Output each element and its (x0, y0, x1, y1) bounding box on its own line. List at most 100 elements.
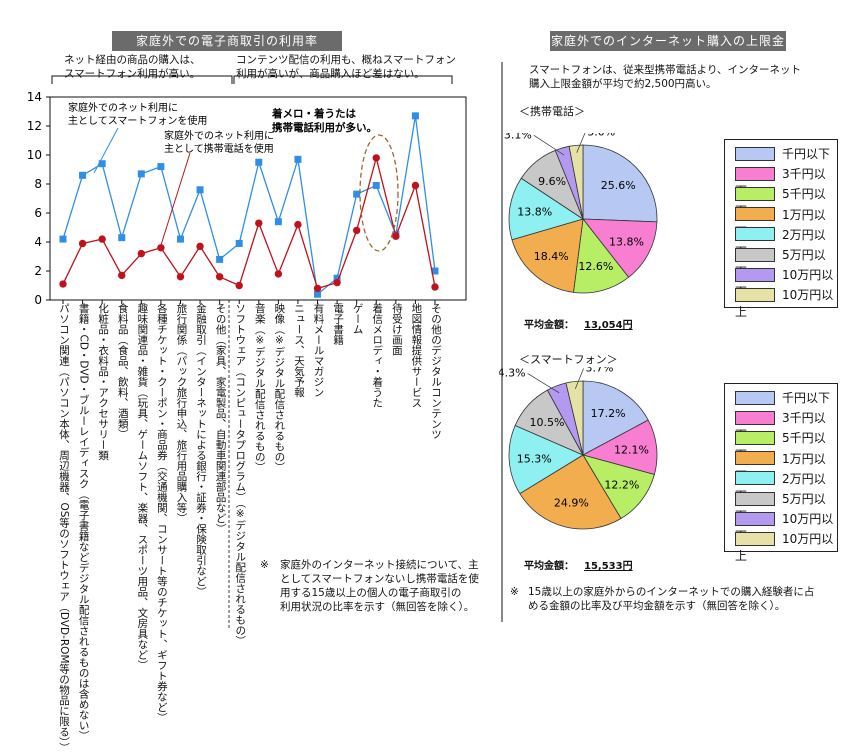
pie-chart-smartphone: 17.2% 12.1% 12.2% 24.9% 15.3% 10.5% 4.3% 3.7% (499, 367, 658, 530)
data-point-smartphone (157, 163, 165, 171)
data-point-smartphone (294, 155, 302, 163)
data-point-smartphone (235, 239, 243, 247)
pie1-average: 平均金額： 13,054円 (524, 316, 633, 331)
left-footnote-mark: ※ (260, 559, 269, 571)
data-point-feature-phone (274, 270, 283, 278)
pie-leader (527, 373, 560, 394)
legend-swatch (735, 491, 775, 506)
data-point-feature-phone (137, 249, 146, 258)
pie-label: 10.5% (529, 416, 564, 429)
data-point-smartphone (431, 267, 439, 275)
pie-leader (533, 135, 565, 156)
legend-item: 10万円以下 (735, 510, 837, 543)
data-point-smartphone (314, 290, 322, 298)
data-point-feature-phone (78, 239, 87, 248)
pie-chart-feature-phone: 25.6% 13.8% 12.6% 18.4% 13.8% 9.6% 3.1% 3.0% (504, 133, 658, 294)
legend-swatch (735, 207, 775, 222)
legend-item: 5万円以下 (735, 246, 837, 279)
series-line-smartphone (62, 115, 436, 296)
data-point-smartphone (196, 186, 204, 194)
legend-label: 10万円以上 (735, 288, 834, 320)
legend-item: 千円以下 (735, 145, 830, 161)
data-point-feature-phone (372, 154, 380, 162)
x-tick-label: 書籍・CD・DVD・ブルーレイディスク（電子書籍などデジタル配信されるものは含め… (77, 303, 90, 741)
legend-swatch (735, 146, 775, 161)
left-footnote-text: 家庭外のインターネット接続について、主 としてスマートフォンないし携帯電話を使 … (280, 559, 479, 613)
pie-leader (574, 368, 584, 389)
data-point-smartphone (411, 112, 419, 120)
pie-label: 17.2% (591, 407, 626, 420)
data-point-smartphone (59, 235, 67, 243)
pie-slice (511, 218, 584, 293)
data-point-smartphone (274, 218, 282, 226)
right-footnote-mark: ※ (510, 586, 519, 598)
data-point-feature-phone (411, 181, 420, 190)
legend-swatch (735, 267, 775, 282)
legend-swatch (735, 451, 775, 466)
pie-slice (582, 380, 649, 456)
x-tick-label: 地図情報提供サービス (410, 303, 423, 408)
data-point-feature-phone (98, 235, 106, 243)
pie-label: 13.8% (517, 206, 552, 219)
data-point-smartphone (79, 171, 87, 179)
pie-slice (508, 424, 584, 495)
pie-slice (582, 218, 658, 278)
pie1-title: ＜携帯電話＞ (519, 105, 585, 118)
leader-feature-phone (160, 152, 191, 246)
pie-slice (519, 454, 622, 530)
legend-swatch (735, 247, 775, 262)
data-point-feature-phone (157, 244, 165, 252)
legend-swatch (735, 430, 775, 445)
pie-label: 15.3% (517, 452, 552, 465)
legend-item: 10万円以上 (735, 286, 837, 319)
data-point-feature-phone (255, 219, 263, 227)
data-point-smartphone (255, 158, 263, 166)
pie-label: 9.6% (538, 175, 566, 188)
legend-item: 3千円以下 (735, 409, 837, 442)
x-tick-label: 映像（※デジタル配信されるもの） (273, 303, 286, 473)
legend-swatch (735, 287, 775, 302)
pie-slice (573, 218, 630, 294)
x-tick-label: 趣味関連品・雑貨（玩具、ゲームソフト、楽器、スポーツ用品、文房具など） (136, 303, 149, 671)
legend-label: 10万円以上 (735, 532, 834, 564)
y-tick-label: 10 (27, 148, 42, 162)
legend-item: 10万円以下 (735, 266, 837, 299)
data-point-feature-phone (352, 226, 361, 235)
data-point-smartphone (137, 170, 145, 178)
data-point-smartphone (333, 274, 341, 282)
y-tick-label: 2 (34, 264, 42, 278)
pie-label: 12.2% (604, 479, 639, 492)
right-note: スマートフォンは、従来型携帯電話より、インターネット 購入上限金額が平均で約2,… (529, 64, 802, 90)
x-tick-label: その他（家具、家電製品、自動車関連部品など） (214, 303, 227, 534)
data-point-feature-phone (176, 273, 185, 281)
pie-label: 3.7% (586, 367, 614, 375)
legend-item: 千円以下 (735, 389, 831, 405)
legend-swatch (735, 227, 775, 242)
data-point-feature-phone (294, 220, 302, 229)
plot-frame (49, 96, 467, 301)
x-tick-label: ニュース、天気予報 (292, 303, 305, 398)
data-point-feature-phone (235, 281, 243, 290)
pie-label: 12.6% (578, 260, 613, 273)
pie-slice (565, 380, 584, 456)
pie-label: 12.1% (614, 443, 649, 456)
right-footnote-text: 15歳以上の家庭外からのインターネットでの購入経験者に占 める金額の比率及び平均… (528, 586, 815, 612)
legend-swatch (735, 511, 775, 526)
pie-label: 18.4% (534, 250, 569, 263)
legend-item: 2万円以下 (735, 470, 837, 503)
pie-slice (508, 177, 584, 241)
pie-slice (582, 144, 658, 223)
legend-item: 5万円以下 (735, 490, 837, 523)
y-tick-label: 4 (34, 235, 42, 249)
data-point-smartphone (98, 160, 106, 168)
pie1-average-label: 平均金額： (524, 320, 574, 331)
x-tick-label: 音楽（※デジタル配信されるもの） (253, 303, 266, 473)
x-tick-label: ゲーム (351, 303, 364, 335)
x-tick-label: 金融取引（インターネットによる銀行・証券・保険取引など） (195, 303, 208, 597)
x-tick-label: 化粧品・衣料品・アクセサリー類 (97, 303, 110, 461)
pie-label: 24.9% (554, 496, 589, 509)
data-point-feature-phone (333, 278, 341, 287)
legend-label: 千円以下 (782, 391, 831, 405)
leader-smartphone (93, 127, 119, 174)
pie-label: 13.8% (609, 235, 644, 248)
